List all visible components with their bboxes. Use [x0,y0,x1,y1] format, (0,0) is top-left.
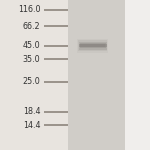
Bar [79,44,106,47]
Bar [44,58,68,60]
Bar [44,81,68,83]
Bar [78,40,107,51]
Bar [44,9,68,11]
Bar [44,111,68,113]
Bar [44,45,68,47]
Bar [80,44,105,47]
Bar [68,0,150,150]
Text: 35.0: 35.0 [23,55,40,64]
Bar [77,39,108,53]
Bar [44,124,68,126]
Bar [80,43,106,48]
Text: 116.0: 116.0 [18,5,40,14]
Bar [44,25,68,27]
Text: 25.0: 25.0 [23,77,40,86]
Text: 66.2: 66.2 [23,22,40,31]
Text: 18.4: 18.4 [23,107,40,116]
Bar [124,0,150,150]
Text: 45.0: 45.0 [23,41,40,50]
Bar [79,42,106,50]
Text: 14.4: 14.4 [23,121,40,130]
